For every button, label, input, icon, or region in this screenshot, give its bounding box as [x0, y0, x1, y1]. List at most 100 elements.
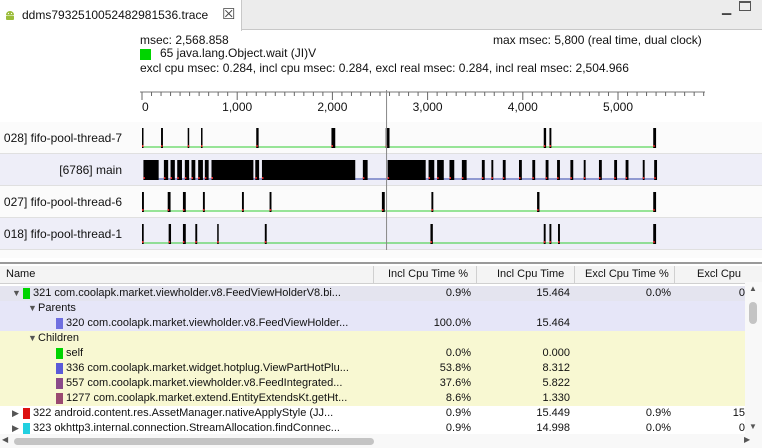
method-call-block[interactable]: [437, 160, 444, 180]
method-call-block[interactable]: [502, 160, 506, 180]
method-call-block[interactable]: [481, 160, 485, 180]
thread-row[interactable]: [0, 218, 762, 250]
minimize-icon[interactable]: ▁: [722, 1, 732, 15]
col-incl-cpu[interactable]: Incl Cpu Time: [497, 268, 565, 280]
method-call-block[interactable]: [598, 160, 602, 180]
method-call-block[interactable]: [549, 128, 552, 148]
method-call-block[interactable]: [532, 160, 536, 180]
method-call-block[interactable]: [653, 224, 657, 244]
method-call-block[interactable]: [191, 160, 196, 180]
scroll-left-icon[interactable]: ◀: [2, 435, 9, 444]
method-call-block[interactable]: [642, 160, 645, 180]
thread-timeline[interactable]: 0 1,000 2,000 3,000 4,000 5,000 028] fifo-pool…: [0, 90, 762, 258]
method-call-block[interactable]: [201, 128, 203, 148]
method-call-block[interactable]: [491, 160, 494, 180]
parent-row[interactable]: 320 com.coolapk.market.viewholder.v8.Fee…: [0, 316, 747, 331]
thread-row[interactable]: [0, 186, 762, 218]
scroll-down-icon[interactable]: ▼: [749, 422, 757, 431]
method-call-block[interactable]: [167, 192, 171, 212]
group-row[interactable]: ▼ Parents: [0, 301, 747, 316]
method-call-block[interactable]: [264, 224, 267, 244]
method-call-block[interactable]: [545, 160, 549, 180]
method-call-block[interactable]: [142, 224, 144, 244]
child-row[interactable]: 1277 com.coolapk.market.extend.EntityExt…: [0, 391, 747, 406]
collapse-arrow-icon[interactable]: ▼: [28, 303, 37, 313]
method-call-block[interactable]: [182, 224, 186, 244]
child-row[interactable]: self 0.0% 0.000: [0, 346, 747, 361]
group-row[interactable]: ▼ Children: [0, 331, 747, 346]
method-call-block[interactable]: [549, 224, 552, 244]
method-call-block[interactable]: [518, 160, 522, 180]
column-divider[interactable]: [373, 266, 374, 284]
method-call-block[interactable]: [168, 224, 172, 244]
method-call-block[interactable]: [614, 160, 618, 180]
method-call-block[interactable]: [570, 160, 574, 180]
expand-arrow-icon[interactable]: ▶: [12, 423, 19, 433]
close-tab-icon[interactable]: ☒: [222, 6, 236, 23]
expand-arrow-icon[interactable]: ▶: [12, 408, 19, 418]
horizontal-scrollbar[interactable]: ◀ ▶: [0, 434, 762, 448]
method-call-block[interactable]: [261, 160, 356, 180]
column-divider[interactable]: [674, 266, 675, 284]
method-call-block[interactable]: [184, 160, 190, 180]
method-call-block[interactable]: [195, 224, 198, 244]
method-call-block[interactable]: [204, 160, 209, 180]
maximize-icon[interactable]: [739, 1, 751, 11]
method-call-block[interactable]: [385, 128, 390, 148]
column-divider[interactable]: [476, 266, 477, 284]
column-divider[interactable]: [574, 266, 575, 284]
method-call-block[interactable]: [217, 224, 219, 244]
method-call-block[interactable]: [428, 160, 435, 180]
table-row[interactable]: ▼ 321 com.coolapk.market.viewholder.v8.Fe…: [0, 286, 747, 301]
method-call-block[interactable]: [182, 192, 186, 212]
method-call-block[interactable]: [255, 160, 260, 180]
method-call-block[interactable]: [143, 160, 159, 180]
method-call-block[interactable]: [654, 160, 658, 180]
method-call-block[interactable]: [170, 160, 175, 180]
collapse-arrow-icon[interactable]: ▼: [12, 288, 21, 298]
method-call-block[interactable]: [387, 160, 426, 180]
table-row[interactable]: ▶ 322 android.content.res.AssetManager.na…: [0, 406, 747, 421]
scroll-thumb[interactable]: [14, 438, 374, 445]
method-call-block[interactable]: [331, 128, 336, 148]
method-call-block[interactable]: [557, 160, 560, 180]
thread-row[interactable]: [0, 154, 762, 186]
method-call-block[interactable]: [543, 128, 547, 148]
method-call-block[interactable]: [198, 160, 203, 180]
method-call-block[interactable]: [142, 192, 144, 212]
method-call-block[interactable]: [449, 160, 455, 180]
thread-row[interactable]: [0, 122, 762, 154]
method-call-block[interactable]: [558, 224, 560, 244]
method-call-block[interactable]: [653, 128, 657, 148]
vertical-scrollbar[interactable]: ▲ ▼: [745, 282, 762, 434]
method-call-block[interactable]: [431, 192, 434, 212]
child-row[interactable]: 336 com.coolapk.market.widget.hotplug.Vi…: [0, 361, 747, 376]
scroll-thumb[interactable]: [749, 302, 757, 324]
method-call-block[interactable]: [161, 128, 163, 148]
collapse-arrow-icon[interactable]: ▼: [28, 333, 37, 343]
col-incl-cpu-pct[interactable]: Incl Cpu Time %: [388, 268, 469, 280]
col-excl-cpu-pct[interactable]: Excl Cpu Time %: [585, 268, 669, 280]
scroll-up-icon[interactable]: ▲: [749, 284, 757, 293]
method-call-block[interactable]: [202, 192, 205, 212]
method-call-block[interactable]: [653, 192, 657, 212]
method-call-block[interactable]: [269, 192, 272, 212]
method-call-block[interactable]: [543, 224, 546, 244]
method-call-block[interactable]: [177, 160, 182, 180]
child-row[interactable]: 557 com.coolapk.market.viewholder.v8.Fee…: [0, 376, 747, 391]
col-name[interactable]: Name: [6, 268, 36, 280]
method-call-block[interactable]: [256, 128, 259, 148]
method-call-block[interactable]: [241, 192, 244, 212]
method-call-block[interactable]: [430, 224, 433, 244]
table-row[interactable]: ▶ 323 okhttp3.internal.connection.StreamA…: [0, 421, 747, 436]
method-call-block[interactable]: [163, 160, 169, 180]
method-call-block[interactable]: [142, 128, 144, 148]
scroll-right-icon[interactable]: ▶: [744, 435, 751, 444]
method-call-block[interactable]: [461, 160, 467, 180]
trace-file-tab[interactable]: ddms7932510052482981536.trace ☒: [0, 0, 242, 31]
method-call-block[interactable]: [187, 128, 190, 148]
method-call-block[interactable]: [583, 160, 586, 180]
method-call-block[interactable]: [625, 160, 629, 180]
method-call-block[interactable]: [381, 192, 385, 212]
method-call-block[interactable]: [362, 160, 368, 180]
